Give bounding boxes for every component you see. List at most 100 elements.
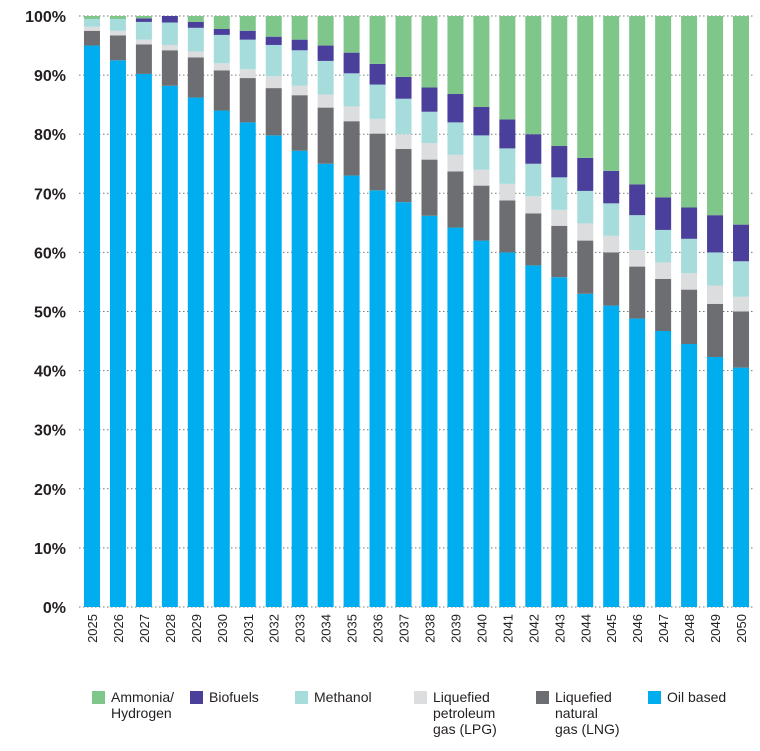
bar-segment	[135, 18, 152, 22]
bar-segment	[161, 44, 178, 51]
bar-segment	[681, 16, 698, 208]
bar-segment	[265, 76, 282, 89]
bar-segment	[525, 213, 542, 266]
bar-segment	[317, 45, 334, 61]
legend-item: Ammonia/ Hydrogen	[92, 689, 174, 721]
bar-segment	[317, 60, 334, 95]
bar-segment	[733, 367, 750, 607]
bar-segment	[421, 159, 438, 216]
bar-segment	[603, 252, 620, 306]
bar-segment	[421, 111, 438, 144]
legend-swatch	[414, 691, 427, 704]
x-tick-label: 2047	[656, 614, 671, 643]
y-axis: 0% 10% 20% 30% 40% 50% 60% 70% 80% 90% 100%	[25, 9, 66, 617]
y-tick-label: 10%	[34, 541, 66, 558]
bar-segment	[395, 98, 412, 135]
bar-segment	[421, 87, 438, 112]
x-tick-label: 2043	[552, 614, 567, 643]
bar-segment	[577, 240, 594, 294]
x-tick-label: 2026	[111, 614, 126, 643]
bar-segment	[265, 44, 282, 77]
bar-segment	[187, 21, 204, 28]
bar-segment	[707, 357, 724, 607]
bar-segment	[395, 134, 412, 149]
bar-segment	[239, 39, 256, 70]
bar-segment	[239, 69, 256, 79]
bar-segment	[603, 235, 620, 253]
x-tick-label: 2034	[319, 614, 334, 643]
bar-segment	[343, 121, 360, 176]
bar-segment	[395, 148, 412, 203]
bar-segment	[161, 50, 178, 86]
y-tick-label: 100%	[25, 9, 66, 26]
bar-segment	[317, 163, 334, 607]
bar-segment	[291, 85, 308, 96]
bar-segment	[83, 45, 100, 608]
y-tick-label: 20%	[34, 482, 66, 499]
bar-segment	[135, 73, 152, 608]
bar-segment	[551, 209, 568, 226]
bar-segment	[369, 63, 386, 85]
legend-swatch	[190, 691, 203, 704]
x-tick-label: 2037	[397, 614, 412, 643]
legend-label: Liquefied petroleum gas (LPG)	[433, 689, 497, 737]
bar-segment	[421, 143, 438, 160]
bar-segment	[239, 122, 256, 607]
x-tick-label: 2049	[708, 614, 723, 643]
bar-segment	[473, 16, 490, 108]
bar-segment	[83, 18, 100, 27]
x-tick-label: 2027	[137, 614, 152, 643]
bar-segment	[733, 261, 750, 297]
bar-segment	[343, 106, 360, 122]
legend: Ammonia/ Hydrogen Biofuels Methanol Liquefi…	[92, 689, 752, 745]
bar-segment	[577, 190, 594, 224]
bar-segment	[213, 16, 230, 30]
bar-segment	[213, 70, 230, 111]
bar-segment	[265, 16, 282, 37]
x-tick-label: 2032	[267, 614, 282, 643]
bar-segment	[291, 16, 308, 40]
bar-segment	[291, 39, 308, 51]
bar-segment	[343, 175, 360, 607]
bar-segment	[109, 30, 126, 36]
bar-segment	[473, 185, 490, 241]
bar-segment	[291, 95, 308, 151]
bar-segment	[733, 311, 750, 368]
x-axis: 2025 2026 2027 2028 2029 2030 2031 2032 2033 2034…	[85, 614, 749, 643]
bar-segment	[83, 16, 100, 19]
bar-segment	[317, 94, 334, 108]
bar-segment	[239, 16, 256, 31]
x-tick-label: 2036	[371, 614, 386, 643]
bar-segment	[551, 16, 568, 147]
bar-segment	[473, 135, 490, 170]
legend-item: Liquefied petroleum gas (LPG)	[414, 689, 497, 737]
x-tick-label: 2044	[578, 614, 593, 643]
stacked-bar-chart: 0%10%20%30%40%50%60%70%80%90%100% 2025 20…	[25, 9, 754, 643]
bar-segment	[577, 223, 594, 241]
y-tick-label: 60%	[34, 245, 66, 262]
bar-segment	[369, 133, 386, 191]
bar-segment	[655, 331, 672, 607]
x-tick-label: 2038	[422, 614, 437, 643]
bar-segment	[473, 107, 490, 136]
bar-segment	[473, 169, 490, 186]
bar-segment	[369, 190, 386, 607]
x-tick-label: 2040	[474, 614, 489, 643]
bar-segment	[499, 119, 516, 149]
bar-segment	[499, 200, 516, 253]
bar-segment	[629, 16, 646, 185]
bar-segment	[213, 34, 230, 64]
legend-label: Liquefied natural gas (LNG)	[555, 689, 620, 737]
bar-segment	[629, 250, 646, 267]
bar-segment	[343, 52, 360, 74]
bar-segment	[681, 238, 698, 274]
bar-segment	[681, 273, 698, 290]
bar-segment	[629, 184, 646, 216]
bar-segment	[317, 107, 334, 164]
y-tick-label: 30%	[34, 423, 66, 440]
bar-segment	[707, 285, 724, 304]
y-tick-label: 40%	[34, 364, 66, 381]
bar-segment	[707, 252, 724, 286]
x-tick-label: 2046	[630, 614, 645, 643]
bar-segment	[187, 57, 204, 98]
